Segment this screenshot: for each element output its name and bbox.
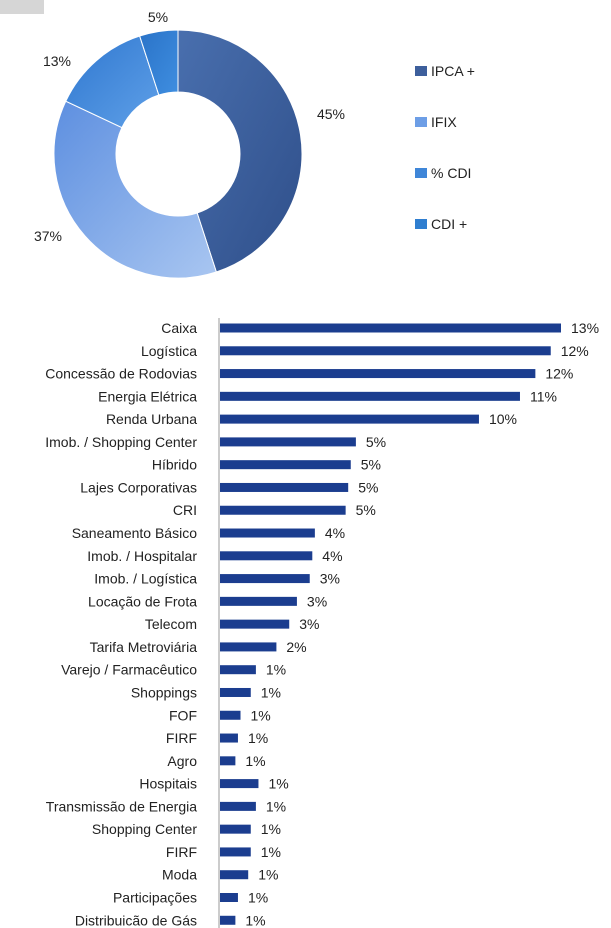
- bar-value-label: 5%: [356, 502, 376, 518]
- bar-renda-urbana: [220, 414, 479, 424]
- bar-value-label: 4%: [322, 548, 342, 564]
- donut-chart: 45% 37% 13% 5% IPCA + IFIX % CDI CDI +: [34, 9, 475, 279]
- bar-telecom: [220, 619, 290, 629]
- bar-fof: [220, 710, 241, 720]
- bar-firf: [220, 847, 251, 857]
- donut-slice-ifix: [53, 100, 217, 279]
- bar-category-label: Imob. / Hospitalar: [87, 548, 197, 564]
- bar-value-label: 1%: [261, 821, 281, 837]
- bar-distribuicao-de-gas: [220, 915, 236, 925]
- bar-shopping-center: [220, 824, 251, 834]
- bar-category-label: Shopping Center: [92, 821, 197, 837]
- donut-slice-label: 37%: [34, 228, 62, 244]
- bar-transmissao-de-energia: [220, 801, 256, 811]
- bar-value-label: 5%: [366, 434, 386, 450]
- bar-value-label: 3%: [320, 571, 340, 587]
- bar-category-label: Participações: [113, 890, 197, 906]
- legend-label-ipca: IPCA +: [431, 63, 475, 79]
- bar-category-label: Hospitais: [139, 776, 197, 792]
- bar-category-label: Moda: [162, 867, 197, 883]
- bar-cri: [220, 505, 346, 515]
- bar-category-label: Energia Elétrica: [98, 388, 197, 404]
- bar-saneamento-basico: [220, 528, 315, 538]
- bar-value-label: 13%: [571, 320, 599, 336]
- bar-varejo-farmaceutico: [220, 665, 256, 675]
- bar-value-label: 1%: [248, 730, 268, 746]
- bar-value-label: 1%: [245, 753, 265, 769]
- bar-category-label: Transmissão de Energia: [46, 798, 197, 814]
- bar-category-label: Varejo / Farmacêutico: [61, 662, 197, 678]
- bar-category-label: Tarifa Metroviária: [90, 639, 198, 655]
- bar-chart: Caixa 13% Logística 12% Concessão de Rodovia…: [45, 318, 599, 928]
- bar-value-label: 5%: [361, 457, 381, 473]
- bar-value-label: 1%: [261, 844, 281, 860]
- bar-value-label: 10%: [489, 411, 517, 427]
- bar-energia-eletrica: [220, 391, 520, 401]
- bar-locacao-de-frota: [220, 596, 297, 606]
- bar-category-label: Saneamento Básico: [72, 525, 198, 541]
- legend-swatch-ipca: [415, 66, 427, 76]
- bar-firf: [220, 733, 238, 743]
- bar-caixa: [220, 323, 561, 333]
- legend-swatch-ifix: [415, 117, 427, 127]
- bar-category-label: Imob. / Logística: [94, 571, 197, 587]
- corner-tab: [0, 0, 44, 14]
- bar-category-label: FIRF: [166, 844, 197, 860]
- donut-slice-label: 13%: [43, 53, 71, 69]
- bar-category-label: FIRF: [166, 730, 197, 746]
- bar-value-label: 1%: [266, 798, 286, 814]
- legend-label-ifix: IFIX: [431, 114, 457, 130]
- bar-logistica: [220, 346, 551, 356]
- donut-slice-cdi: [139, 29, 179, 96]
- bar-moda: [220, 870, 249, 880]
- legend-swatch-cdi: [415, 219, 427, 229]
- bar-hibrido: [220, 460, 351, 470]
- bar-value-label: 5%: [358, 479, 378, 495]
- bar-category-label: Híbrido: [152, 457, 197, 473]
- bar-value-label: 1%: [261, 684, 281, 700]
- bar-tarifa-metroviaria: [220, 642, 277, 652]
- legend-swatch-cdi: [415, 168, 427, 178]
- bar-category-label: Concessão de Rodovias: [45, 366, 197, 382]
- bar-value-label: 4%: [325, 525, 345, 541]
- bar-hospitais: [220, 779, 259, 789]
- bar-shoppings: [220, 687, 251, 697]
- donut-slice-label: 45%: [317, 106, 345, 122]
- bar-category-label: FOF: [169, 707, 197, 723]
- bar-value-label: 12%: [561, 343, 589, 359]
- bar-concessao-de-rodovias: [220, 369, 536, 379]
- bar-participacoes: [220, 893, 238, 902]
- bar-category-label: Imob. / Shopping Center: [45, 434, 197, 450]
- bar-value-label: 1%: [268, 776, 288, 792]
- bar-category-label: Distribuicão de Gás: [75, 912, 197, 928]
- bar-value-label: 1%: [248, 890, 268, 906]
- legend-label-cdi: % CDI: [431, 165, 471, 181]
- bar-value-label: 1%: [258, 867, 278, 883]
- donut-slice-ipca: [177, 29, 303, 273]
- bar-imob-logistica: [220, 574, 310, 584]
- donut-slice-label: 5%: [148, 9, 168, 25]
- bar-value-label: 1%: [245, 912, 265, 928]
- bar-value-label: 1%: [251, 707, 271, 723]
- bar-category-label: Caixa: [161, 320, 197, 336]
- legend-label-cdi: CDI +: [431, 216, 467, 232]
- bar-value-label: 12%: [545, 366, 573, 382]
- bar-value-label: 11%: [530, 388, 557, 404]
- bar-category-label: Locação de Frota: [88, 593, 197, 609]
- bar-agro: [220, 756, 236, 766]
- bar-category-label: CRI: [173, 502, 197, 518]
- bar-category-label: Telecom: [145, 616, 197, 632]
- bar-imob-shopping-center: [220, 437, 356, 447]
- bar-lajes-corporativas: [220, 482, 349, 492]
- bar-category-label: Shoppings: [131, 684, 197, 700]
- bar-value-label: 3%: [307, 593, 327, 609]
- bar-category-label: Lajes Corporativas: [80, 479, 197, 495]
- bar-value-label: 3%: [299, 616, 319, 632]
- bar-value-label: 2%: [286, 639, 306, 655]
- bar-category-label: Logística: [141, 343, 197, 359]
- bar-category-label: Renda Urbana: [106, 411, 197, 427]
- bar-value-label: 1%: [266, 662, 286, 678]
- bar-category-label: Agro: [167, 753, 197, 769]
- bar-imob-hospitalar: [220, 551, 313, 561]
